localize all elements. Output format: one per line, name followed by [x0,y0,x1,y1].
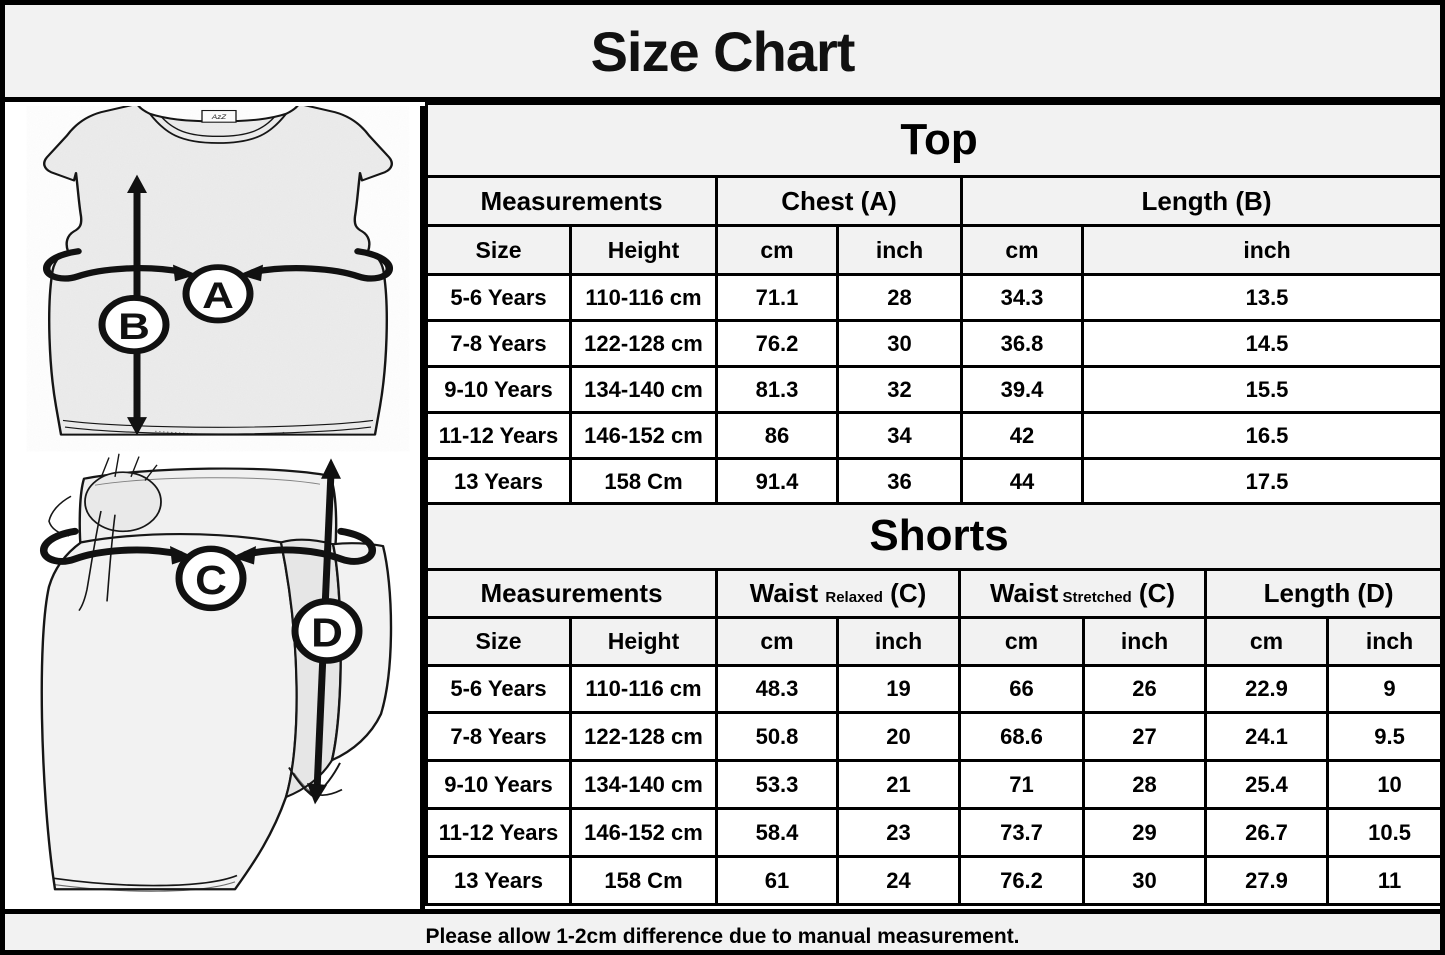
svg-text:D: D [311,610,343,655]
svg-text:B: B [118,305,150,347]
svg-text:C: C [195,558,227,603]
svg-text:A: A [202,274,234,316]
svg-text:AzZ: AzZ [211,113,227,121]
